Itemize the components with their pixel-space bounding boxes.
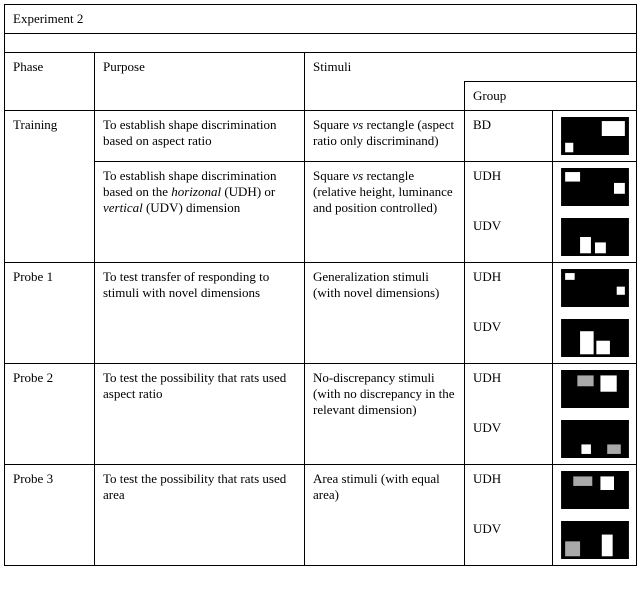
group-bd: BD [465, 110, 553, 161]
phase-training: Training [5, 110, 95, 262]
stim-p3-udh [553, 464, 637, 515]
stim-p1-udv [553, 313, 637, 364]
stim-tr-udh [553, 161, 637, 212]
stim-bd [553, 110, 637, 161]
training-ud-stimuli: Square vs rectangle (relative height, lu… [305, 161, 465, 262]
group-tr-udh: UDH [465, 161, 553, 212]
training-bd-stimuli: Square vs rectangle (aspect ratio only d… [305, 110, 465, 161]
col-group: Group [465, 81, 637, 110]
probe2-stimuli: No-discrepancy stimuli (with no discrepa… [305, 363, 465, 464]
probe3-stimuli: Area stimuli (with equal area) [305, 464, 465, 565]
training-ud-purpose: To establish shape discrimination based … [95, 161, 305, 262]
experiment-table: Experiment 2 Phase Purpose Stimuli Group… [4, 4, 637, 566]
group-p2-udh: UDH [465, 363, 553, 414]
stim-p3-udv [553, 515, 637, 566]
col-phase: Phase [5, 53, 95, 111]
phase-probe3: Probe 3 [5, 464, 95, 565]
group-p3-udv: UDV [465, 515, 553, 566]
col-stimuli: Stimuli [305, 53, 465, 82]
stim-p1-udh [553, 262, 637, 313]
group-p1-udh: UDH [465, 262, 553, 313]
stim-tr-udv [553, 212, 637, 263]
stim-p2-udh [553, 363, 637, 414]
col-purpose: Purpose [95, 53, 305, 111]
training-bd-purpose: To establish shape discrimination based … [95, 110, 305, 161]
group-tr-udv: UDV [465, 212, 553, 263]
probe2-purpose: To test the possibility that rats used a… [95, 363, 305, 464]
stim-p2-udv [553, 414, 637, 465]
phase-probe1: Probe 1 [5, 262, 95, 363]
probe3-purpose: To test the possibility that rats used a… [95, 464, 305, 565]
probe1-stimuli: Generalization stimuli (with novel dimen… [305, 262, 465, 363]
table-title: Experiment 2 [5, 5, 637, 34]
probe1-purpose: To test transfer of responding to stimul… [95, 262, 305, 363]
group-p2-udv: UDV [465, 414, 553, 465]
group-p1-udv: UDV [465, 313, 553, 364]
group-p3-udh: UDH [465, 464, 553, 515]
phase-probe2: Probe 2 [5, 363, 95, 464]
